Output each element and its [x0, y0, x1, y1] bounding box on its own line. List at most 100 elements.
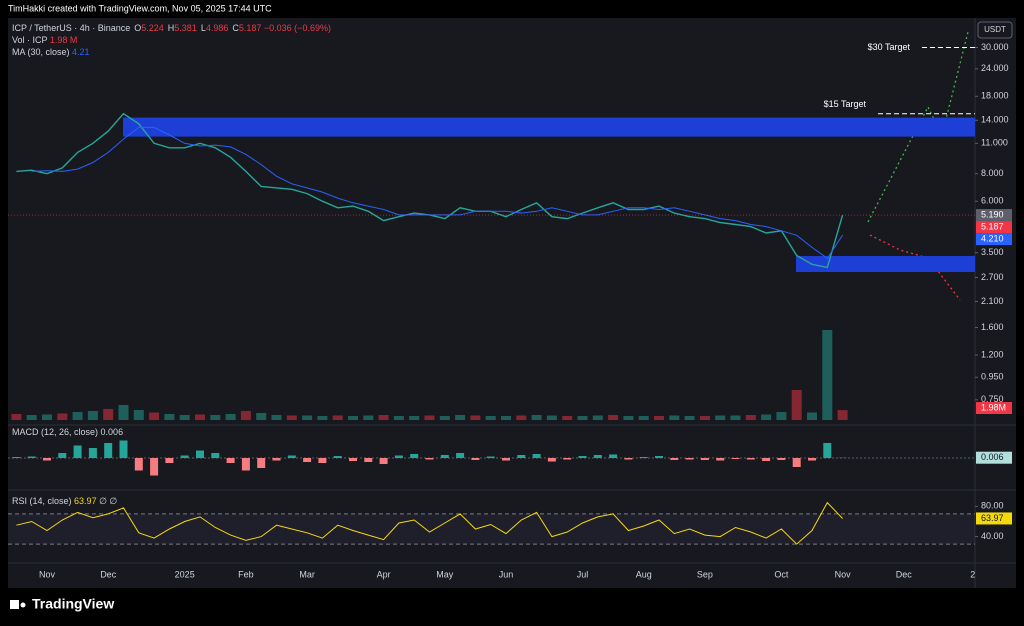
- y-tick-label: 1.200: [981, 349, 1004, 359]
- price-tag: [976, 221, 1012, 234]
- macd-bar: [746, 458, 755, 460]
- y-tick-label: 0.750: [981, 394, 1004, 404]
- macd-bar: [134, 458, 143, 471]
- macd-bar: [27, 456, 36, 458]
- macd-bar: [578, 456, 587, 458]
- macd-bar: [88, 448, 97, 458]
- volume-bar: [776, 412, 787, 420]
- macd-bar: [670, 458, 679, 460]
- volume-bar: [730, 415, 741, 420]
- zone: [123, 117, 975, 137]
- macd-bar: [425, 458, 434, 460]
- volume-bar: [623, 416, 634, 420]
- macd-bar: [823, 443, 832, 458]
- macd-tag: [976, 451, 1012, 464]
- y-tick-label: 14.000: [981, 115, 1009, 125]
- chart-bg: [8, 18, 1016, 588]
- volume-legend: Vol · ICP 1.98 M: [12, 35, 77, 45]
- macd-bar: [349, 458, 357, 461]
- volume-bar: [745, 415, 756, 420]
- macd-bar: [119, 440, 128, 458]
- macd-bar: [303, 458, 312, 462]
- macd-bar: [364, 458, 373, 462]
- volume-bar: [87, 411, 98, 420]
- macd-bar: [716, 458, 725, 461]
- volume-bar: [470, 415, 481, 420]
- macd-bar: [257, 458, 266, 468]
- macd-bar: [456, 453, 465, 458]
- macd-bar: [532, 454, 541, 458]
- ohlc-key: O: [134, 23, 141, 33]
- volume-bar: [378, 415, 389, 420]
- macd-bar: [547, 458, 556, 462]
- price-tag-label: 4.210: [981, 233, 1004, 243]
- volume-bar: [302, 415, 313, 420]
- y-tick-label: 30.000: [981, 42, 1009, 52]
- macd-bar: [502, 458, 510, 461]
- macd-bar: [762, 458, 771, 461]
- volume-bar: [531, 415, 542, 420]
- volume-bar: [256, 413, 267, 420]
- x-tick-label: Nov: [39, 569, 56, 579]
- macd-bar: [410, 454, 419, 458]
- volume-bar: [72, 412, 83, 420]
- macd-bar: [563, 458, 572, 460]
- volume-bar: [317, 416, 328, 420]
- macd-bar: [471, 458, 480, 460]
- volume-bar: [26, 415, 37, 420]
- macd-bar: [43, 458, 51, 461]
- bear-projection: [869, 234, 961, 301]
- y-tick-label: 24.000: [981, 63, 1009, 73]
- volume-bar: [149, 412, 160, 420]
- volume-bar: [684, 416, 695, 420]
- ohlc-value: 5.224: [141, 23, 164, 33]
- macd-bar: [318, 458, 327, 463]
- volume-bar: [439, 416, 450, 420]
- x-tick-label: Jun: [499, 569, 514, 579]
- currency[interactable]: USDT: [984, 25, 1006, 34]
- y-tick-label: 3.500: [981, 247, 1004, 257]
- volume-bar: [715, 415, 726, 420]
- volume-bar: [363, 415, 374, 420]
- volume-bar: [546, 415, 557, 420]
- rsi-tag: [976, 512, 1012, 525]
- price-tag: [976, 233, 1012, 246]
- macd-bar: [58, 453, 67, 458]
- volume-bar: [332, 415, 343, 420]
- currency-button[interactable]: [977, 21, 1013, 39]
- macd-bar: [150, 458, 159, 476]
- volume-bar: [592, 415, 603, 420]
- volume-bar: [822, 330, 833, 420]
- x-tick-label: Aug: [636, 569, 652, 579]
- volume-bar: [455, 415, 466, 420]
- volume-bar: [501, 416, 511, 420]
- rsi-band: [8, 513, 975, 545]
- x-tick-label: Jul: [577, 569, 589, 579]
- macd-bar: [379, 458, 388, 464]
- volume-bar: [179, 415, 190, 420]
- ohlc-key: L: [201, 23, 206, 33]
- credit: TimHakki created with TradingView.com, N…: [8, 3, 272, 13]
- macd-bar: [165, 458, 174, 463]
- macd-bar: [486, 456, 495, 458]
- macd-bar: [609, 454, 618, 458]
- y-tick-label: 18.000: [981, 91, 1009, 101]
- y-tick-label: 8.000: [981, 168, 1004, 178]
- macd-bar: [333, 456, 342, 458]
- macd-bar: [700, 458, 709, 460]
- volume-bar: [837, 410, 848, 420]
- x-tick-label: Dec: [100, 569, 117, 579]
- price-tag-label: 5.187: [981, 221, 1004, 231]
- volume-bar: [699, 416, 710, 420]
- volume-bar: [348, 416, 358, 420]
- volume-bar: [11, 414, 22, 420]
- volume-bar: [654, 416, 664, 420]
- rsi-tick-label: 40.00: [981, 531, 1004, 541]
- x-tick-label: Nov: [835, 569, 852, 579]
- y-tick-label: 11.000: [981, 138, 1008, 148]
- macd-bar: [104, 443, 113, 458]
- macd-bar: [624, 458, 633, 460]
- rsi-legend: RSI (14, close) 63.97 ∅ ∅: [12, 496, 117, 506]
- volume-tag: [976, 402, 1012, 414]
- macd-bar: [73, 445, 82, 458]
